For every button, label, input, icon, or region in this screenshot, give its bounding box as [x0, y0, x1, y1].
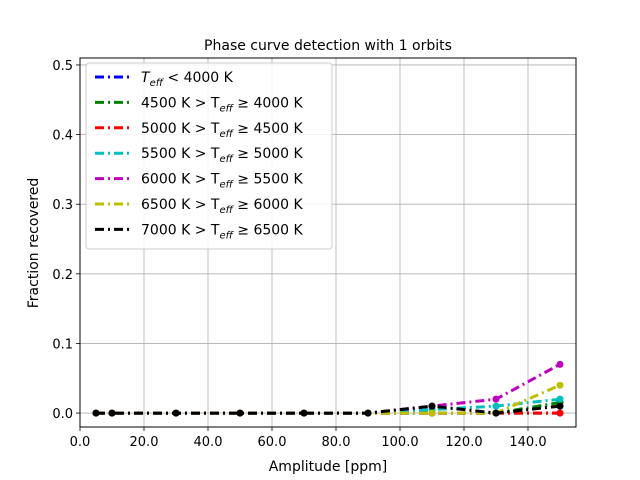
series-4	[92, 360, 564, 417]
legend: Teff < 4000 K 4500 K > Teff ≥ 4000 K 5000 …	[85, 62, 333, 250]
data-point	[300, 409, 308, 417]
y-tick-label: 0.5	[52, 59, 73, 74]
series-line	[96, 383, 561, 415]
legend-box	[85, 62, 333, 250]
x-tick-label: 20.0	[130, 435, 159, 450]
x-axis-title: Amplitude [ppm]	[269, 459, 388, 475]
x-tick-label: 0.0	[70, 435, 91, 450]
legend-label: Teff < 4000 K	[141, 70, 234, 89]
x-tick-label: 100.0	[381, 435, 418, 450]
y-tick-label: 0.1	[52, 337, 73, 352]
legend-label: 7000 K > Teff ≥ 6500 K	[141, 222, 304, 241]
data-point	[172, 409, 180, 417]
data-point	[556, 402, 564, 410]
chart-title: Phase curve detection with 1 orbits	[204, 38, 452, 54]
legend-label: 5000 K > Teff ≥ 4500 K	[141, 121, 304, 140]
data-point	[556, 395, 564, 403]
series-group	[92, 360, 564, 417]
y-tick-label: 0.0	[52, 407, 73, 422]
series-6	[92, 402, 564, 417]
data-point	[92, 409, 100, 417]
y-axis-title: Fraction recovered	[26, 178, 42, 309]
legend-label: 6500 K > Teff ≥ 6000 K	[141, 197, 304, 216]
x-tick-label: 140.0	[509, 435, 546, 450]
y-tick-label: 0.3	[52, 198, 73, 213]
data-point	[236, 409, 244, 417]
plot-frame	[79, 57, 577, 428]
data-point	[108, 409, 116, 417]
data-point	[556, 381, 564, 389]
data-point	[492, 395, 500, 403]
data-point	[364, 409, 372, 417]
data-point	[556, 409, 564, 417]
data-point	[556, 360, 564, 368]
y-tick-label: 0.4	[52, 129, 73, 144]
data-point	[428, 409, 436, 417]
legend-label: 4500 K > Teff ≥ 4000 K	[141, 95, 304, 114]
x-tick-label: 60.0	[258, 435, 287, 450]
legend-label: 5500 K > Teff ≥ 5000 K	[141, 146, 304, 165]
x-tick-label: 80.0	[322, 435, 351, 450]
x-tick-label: 120.0	[445, 435, 482, 450]
data-point	[492, 402, 500, 410]
axis-ticks: 0.0 20.0 40.0 60.0 80.0 100.0 120.0 140.0 0.0 0.1…	[52, 59, 546, 450]
data-point	[428, 402, 436, 410]
data-point	[492, 409, 500, 417]
x-tick-label: 40.0	[194, 435, 223, 450]
legend-label: 6000 K > Teff ≥ 5500 K	[141, 172, 304, 191]
y-tick-label: 0.2	[52, 268, 73, 283]
